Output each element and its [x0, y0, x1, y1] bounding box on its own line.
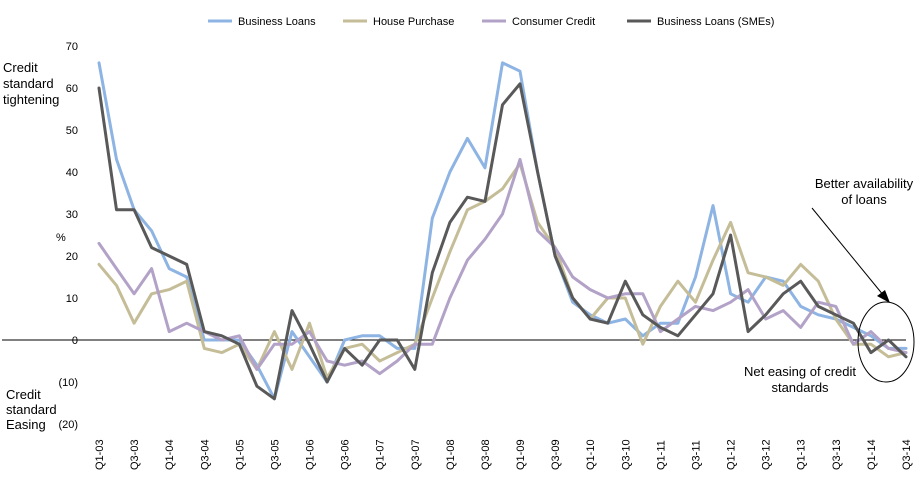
x-tick-label: Q3-10	[620, 439, 632, 470]
x-tick-label: Q3-06	[340, 439, 352, 470]
annotation-easing: Easing	[6, 417, 46, 432]
series-line-3	[97, 157, 908, 376]
y-tick-label: (20)	[58, 419, 78, 431]
legend-label: House Purchase	[373, 16, 454, 28]
annotation-tightening: Credit	[3, 60, 38, 75]
x-tick-label: Q1-12	[726, 439, 738, 470]
x-axis: Q1-03 Q3-03 Q1-04 Q3-04 Q1-05 Q3-05 Q1-06 Q3-06…	[94, 439, 913, 470]
y-tick-label: 30	[66, 209, 78, 221]
annotation-easing: standard	[6, 402, 57, 417]
y-tick-label: 0	[72, 335, 78, 347]
highlight-ellipse	[857, 301, 915, 383]
x-tick-label: Q3-13	[831, 439, 843, 470]
y-tick-label: 40	[66, 167, 78, 179]
x-tick-label: Q1-14	[866, 439, 878, 470]
x-tick-label: Q1-10	[585, 439, 597, 470]
y-tick-label: 70	[66, 41, 78, 53]
annotations: CreditstandardtighteningCreditstandardEa…	[3, 60, 914, 432]
x-tick-label: Q3-14	[901, 439, 913, 470]
y-tick-label: (10)	[58, 377, 78, 389]
series-lines	[97, 61, 908, 401]
y-axis: % 70 60 50 40 30 20 10 0 (10) (20)	[56, 41, 78, 431]
x-tick-label: Q1-07	[375, 439, 387, 470]
x-tick-label: Q1-03	[94, 439, 106, 470]
annotation-arrowhead	[877, 290, 890, 303]
x-tick-label: Q3-11	[690, 440, 702, 470]
x-tick-label: Q1-04	[164, 439, 176, 470]
x-tick-label: Q3-05	[269, 439, 281, 470]
annotation-better: of loans	[841, 192, 887, 207]
y-tick-label: 60	[66, 83, 78, 95]
x-tick-label: Q3-12	[761, 439, 773, 470]
x-tick-label: Q1-08	[445, 439, 457, 470]
legend-label: Business Loans (SMEs)	[657, 16, 774, 28]
annotation-net-easing: standards	[771, 380, 829, 395]
x-tick-label: Q3-03	[129, 439, 141, 470]
x-tick-label: Q1-06	[305, 439, 317, 470]
x-tick-label: Q1-05	[234, 439, 246, 470]
legend: Business Loans House Purchase Consumer Cre…	[208, 16, 774, 28]
y-axis-label: %	[56, 232, 66, 244]
y-tick-label: 50	[66, 125, 78, 137]
annotation-tightening: tightening	[3, 92, 59, 107]
series-line-4	[97, 82, 908, 401]
annotation-easing: Credit	[6, 387, 41, 402]
x-tick-label: Q3-08	[480, 439, 492, 470]
x-tick-label: Q1-13	[796, 439, 808, 470]
annotation-better: Better availability	[815, 176, 914, 191]
y-tick-label: 10	[66, 293, 78, 305]
x-tick-label: Q1-11	[655, 440, 667, 470]
annotation-tightening: standard	[3, 76, 54, 91]
x-tick-label: Q3-07	[410, 439, 422, 470]
annotation-arrow	[811, 207, 885, 297]
legend-label: Business Loans	[238, 16, 316, 28]
x-tick-label: Q3-09	[550, 439, 562, 470]
series-line-2	[97, 162, 908, 380]
annotation-net-easing: Net easing of credit	[744, 364, 856, 379]
y-tick-label: 20	[66, 251, 78, 263]
x-tick-label: Q3-04	[199, 439, 211, 470]
x-tick-label: Q1-09	[515, 439, 527, 470]
legend-label: Consumer Credit	[512, 16, 595, 28]
